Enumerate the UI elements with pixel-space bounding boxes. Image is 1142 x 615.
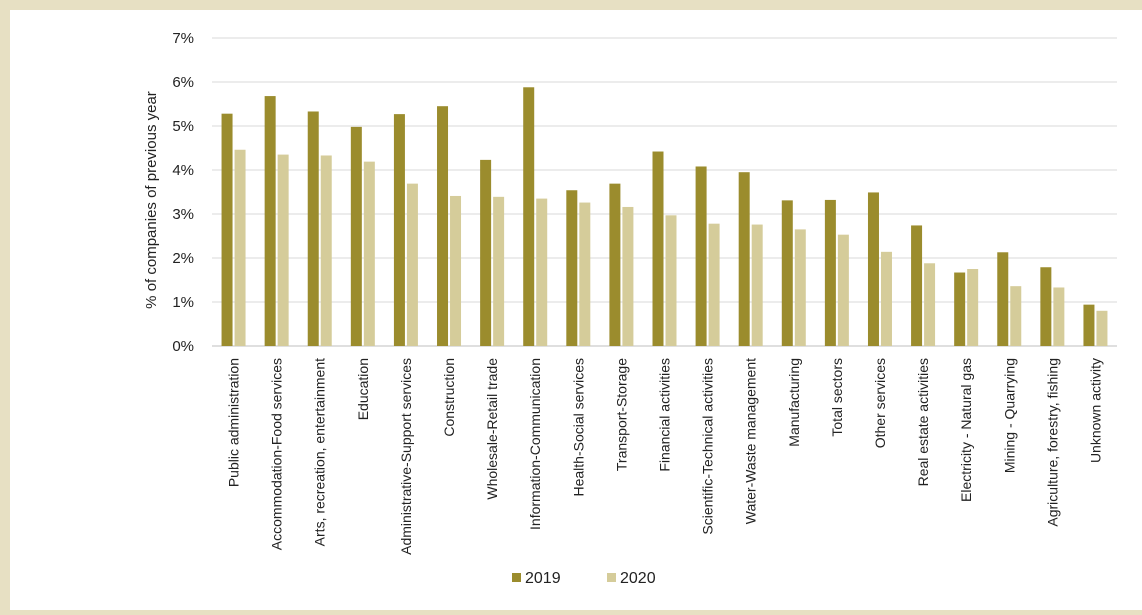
bar-2019 (652, 151, 664, 346)
y-tick-label: 3% (172, 206, 194, 223)
x-tick-label: Unknown activity (1087, 358, 1103, 463)
y-tick-label: 5% (172, 118, 194, 135)
bar-2019 (1083, 304, 1095, 346)
bar-2020 (924, 263, 936, 346)
x-tick-label: Other services (872, 358, 888, 448)
x-tick-label: Mining - Quarrying (1001, 358, 1017, 473)
bar-2020 (363, 161, 375, 346)
bar-2020 (1053, 287, 1065, 346)
x-tick-label: Financial activities (657, 358, 673, 472)
bar-2019 (695, 166, 707, 346)
bar-2020 (622, 206, 634, 346)
x-tick-label: Scientific-Technical activities (700, 358, 716, 535)
bar-2019 (480, 159, 492, 346)
bar-2019 (523, 87, 535, 346)
bar-2020 (708, 223, 720, 346)
bar-2020 (665, 215, 677, 346)
bar-chart: 0% 1% 2% 3% 4% 5% 6% 7% Public administration Ac… (143, 30, 1117, 587)
x-tick-label: Information-Communication (527, 358, 543, 530)
bar-2019 (781, 200, 793, 346)
bar-2019 (867, 192, 879, 346)
bar-2019 (738, 172, 750, 346)
legend-label-2019: 2019 (525, 570, 561, 587)
legend-label-2020: 2020 (620, 570, 656, 587)
chart-panel: 0% 1% 2% 3% 4% 5% 6% 7% Public administration Ac… (10, 10, 1142, 610)
bar-2019 (221, 113, 233, 347)
bar-2019 (264, 96, 276, 346)
bar-2019 (609, 183, 621, 346)
bar-2020 (406, 183, 418, 346)
bar-2019 (911, 225, 923, 346)
x-tick-label: Education (355, 358, 371, 420)
bar-2020 (967, 269, 979, 346)
bar-2020 (277, 154, 289, 346)
legend-swatch-2020 (607, 573, 616, 582)
bars (221, 87, 1108, 347)
y-tick-label: 0% (172, 338, 194, 355)
bar-2020 (880, 251, 892, 346)
x-tick-label: Health-Social services (570, 358, 586, 497)
x-tick-label: Water-Waste management (743, 358, 759, 524)
bar-2019 (307, 111, 319, 346)
bar-2020 (751, 224, 763, 346)
bar-2019 (997, 252, 1009, 346)
bar-2019 (350, 126, 362, 346)
bar-2019 (1040, 267, 1052, 346)
bar-2019 (393, 114, 405, 347)
bar-2020 (1096, 310, 1108, 346)
x-tick-label: Agriculture, forestry, fishing (1044, 358, 1060, 527)
bar-2019 (954, 272, 966, 346)
bar-2020 (536, 198, 548, 346)
x-tick-label: Total sectors (829, 358, 845, 437)
bar-2020 (579, 202, 591, 346)
bar-2019 (824, 199, 836, 346)
x-tick-label: Accommodation-Food services (269, 358, 285, 550)
x-tick-label: Wholesale-Retail trade (484, 358, 500, 500)
y-tick-label: 4% (172, 162, 194, 179)
x-tick-label: Electricity - Natural gas (958, 358, 974, 502)
x-axis-ticks: Public administration Accommodation-Food … (226, 358, 1104, 555)
x-tick-label: Real estate activities (915, 358, 931, 486)
bar-2020 (450, 195, 462, 346)
x-tick-label: Construction (441, 358, 457, 437)
bar-2020 (1010, 286, 1022, 346)
bar-2020 (493, 196, 505, 346)
gridlines (212, 37, 1117, 347)
y-tick-label: 1% (172, 294, 194, 311)
legend: 2019 2020 (512, 570, 656, 587)
y-tick-label: 6% (172, 74, 194, 91)
legend-swatch-2019 (512, 573, 521, 582)
bar-2019 (566, 190, 578, 346)
bar-2020 (837, 234, 849, 346)
x-tick-label: Public administration (226, 358, 242, 487)
bar-2019 (437, 106, 449, 346)
x-tick-label: Transport-Storage (613, 358, 629, 471)
bar-2020 (320, 155, 332, 346)
bar-2020 (234, 149, 246, 346)
y-axis-label: % of companies of previous year (143, 91, 160, 309)
y-tick-label: 2% (172, 250, 194, 267)
x-tick-label: Manufacturing (786, 358, 802, 447)
y-tick-label: 7% (172, 30, 194, 47)
x-tick-label: Arts, recreation, entertainment (312, 358, 328, 546)
x-tick-label: Administrative-Support services (398, 358, 414, 555)
bar-2020 (794, 229, 806, 346)
y-axis-ticks: 0% 1% 2% 3% 4% 5% 6% 7% (172, 30, 194, 355)
